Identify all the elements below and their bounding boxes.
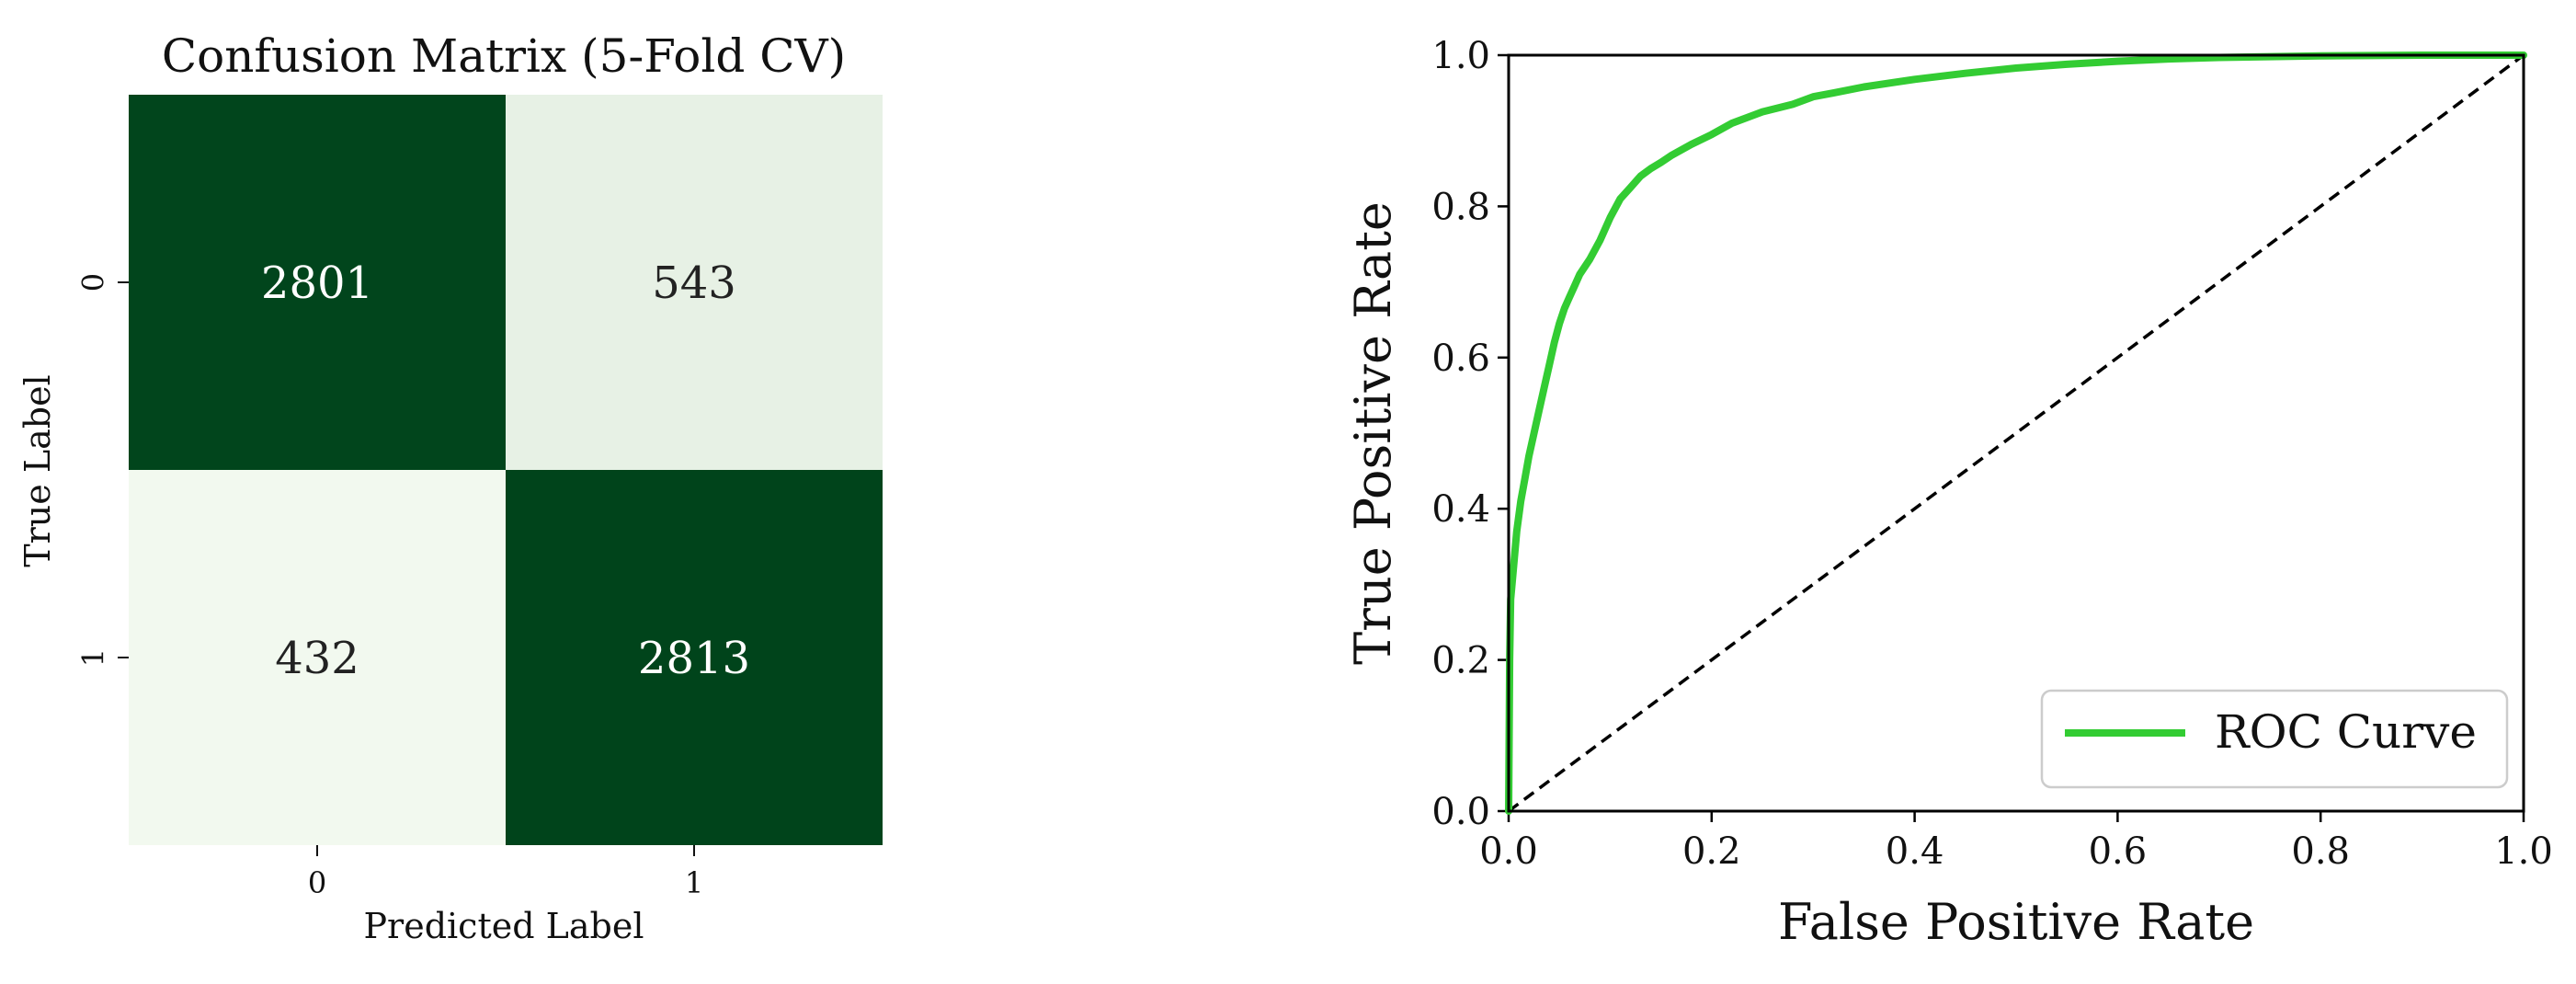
- roc-lines: [1505, 51, 2527, 815]
- cm-ticks: 0 1 0 1: [76, 273, 704, 900]
- cm-cell-0-1: [506, 95, 883, 470]
- legend-label: ROC Curve: [2215, 705, 2477, 759]
- roc-y-tick-label: 0.4: [1431, 488, 1490, 531]
- roc-plot-frame: [1507, 53, 2525, 813]
- cm-cell-1-0: [129, 470, 506, 845]
- roc-y-tick-label: 1.0: [1431, 35, 1490, 77]
- roc-y-tick-label: 0.6: [1431, 338, 1490, 380]
- roc-ticks: 0.0 0.2 0.4 0.6 0.8 1.0 0.0 0.2 0.4 0.6 0.8 1.0: [1431, 35, 2552, 873]
- roc-y-tick-label: 0.8: [1431, 186, 1490, 228]
- cm-x-label: Predicted Label: [363, 906, 644, 946]
- cm-y-tick-label: 1: [76, 648, 111, 667]
- roc-legend: ROC Curve: [2040, 689, 2509, 789]
- roc-chart: 0.0 0.2 0.4 0.6 0.8 1.0 0.0 0.2 0.4 0.6 0.8 1.0 Fal…: [1344, 35, 2553, 951]
- cm-cell-value-1-1: 2813: [638, 633, 750, 684]
- roc-x-tick-label: 0.8: [2291, 830, 2350, 873]
- cm-cells: 2801 543 432 2813: [129, 95, 883, 845]
- cm-title: Confusion Matrix (5-Fold CV): [162, 29, 846, 83]
- cm-x-tick-label: 0: [308, 865, 326, 900]
- cm-x-tick-label: 1: [685, 865, 703, 900]
- roc-x-label: False Positive Rate: [1778, 893, 2254, 951]
- legend-box: [2040, 689, 2509, 789]
- roc-y-tick-label: 0.2: [1431, 640, 1490, 682]
- roc-y-tick-label: 0.0: [1431, 791, 1490, 833]
- roc-x-tick-label: 0.4: [1886, 830, 1944, 873]
- roc-x-tick-label: 0.6: [2089, 830, 2148, 873]
- cm-cell-1-1: [506, 470, 883, 845]
- cm-cell-value-0-1: 543: [652, 257, 736, 309]
- roc-y-label: True Positive Rate: [1344, 201, 1402, 665]
- roc-curve-line: [1505, 51, 2527, 815]
- cm-cell-value-1-0: 432: [275, 633, 359, 684]
- cm-y-tick-label: 0: [76, 273, 111, 292]
- cm-y-label: True Label: [17, 374, 58, 566]
- roc-x-tick-label: 1.0: [2494, 830, 2553, 873]
- roc-x-tick-label: 0.2: [1682, 830, 1741, 873]
- roc-x-tick-label: 0.0: [1479, 830, 1538, 873]
- cm-cell-0-0: [129, 95, 506, 470]
- cm-cell-value-0-0: 2801: [261, 257, 373, 309]
